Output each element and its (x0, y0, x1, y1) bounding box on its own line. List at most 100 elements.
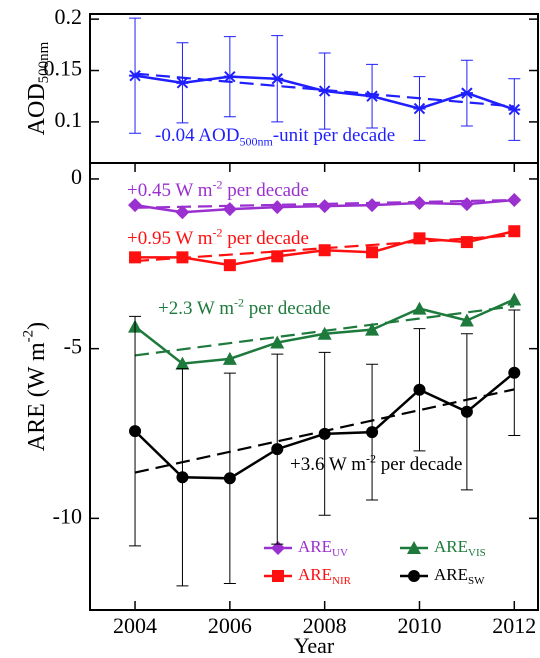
marker (175, 356, 190, 370)
marker (129, 251, 142, 264)
marker (128, 198, 143, 213)
marker (223, 259, 236, 272)
marker (318, 85, 331, 97)
annotation-part: -2 (213, 177, 223, 191)
y-axis-title-part: ARE (W m (24, 342, 50, 451)
legend-marker (271, 541, 285, 555)
marker (223, 472, 236, 485)
annotation-part: -2 (366, 451, 376, 465)
annotation-part: -2 (213, 225, 223, 239)
marker (366, 90, 379, 102)
legend-label-part: ARE (298, 537, 332, 556)
x-tick-label: 2004 (113, 613, 157, 638)
legend-label-part: NIR (332, 575, 352, 587)
marker (317, 326, 332, 340)
y-axis-title-part: -2 (21, 330, 37, 343)
marker (176, 251, 189, 264)
annotation: +3.6 W m-2 per decade (290, 451, 463, 475)
annotation-part: +0.45 W m (127, 180, 213, 201)
marker (460, 236, 473, 249)
annotation-part: per decade (244, 298, 331, 319)
annotation-part: +3.6 W m (290, 454, 366, 475)
legend-marker (272, 570, 284, 582)
legend-label: AREVIS (434, 537, 486, 559)
y-axis-title-part: AOD (24, 83, 50, 135)
marker (460, 87, 473, 99)
legend-label: AREUV (298, 537, 348, 559)
legend-label-part: ARE (434, 537, 468, 556)
marker (508, 366, 521, 379)
y-tick-label: -5 (64, 334, 82, 359)
marker (222, 202, 237, 217)
marker (176, 77, 189, 89)
marker (508, 225, 521, 238)
y-tick-label: 0.1 (55, 107, 83, 132)
x-tick-label: 2008 (303, 613, 347, 638)
annotation: +0.45 W m-2 per decade (127, 177, 309, 201)
annotation-part: -0.04 AOD (155, 125, 239, 146)
legend-marker (408, 570, 420, 582)
annotation-part: +0.95 W m (127, 228, 213, 249)
annotation-part: per decade (223, 228, 310, 249)
marker (175, 205, 190, 220)
x-axis-title: Year (294, 633, 335, 658)
marker (459, 197, 474, 212)
y-tick-label: 0.15 (44, 56, 83, 81)
y-tick-label: -10 (53, 503, 82, 528)
marker (317, 199, 332, 214)
y-axis-title: ARE (W m-2) (21, 322, 49, 451)
annotation: +0.95 W m-2 per decade (127, 225, 309, 249)
marker (223, 70, 236, 83)
legend-marker (407, 541, 421, 554)
annotation-part: per decade (376, 454, 463, 475)
annotation-part: -2 (234, 295, 244, 309)
legend-label-part: UV (332, 547, 348, 559)
marker (508, 103, 521, 116)
legend-label: ARESW (434, 565, 485, 587)
annotation-part: +2.3 W m (158, 298, 234, 319)
marker (271, 250, 284, 263)
marker (412, 196, 427, 211)
annotation: -0.04 AOD500nm-unit per decade (155, 125, 395, 148)
legend-label: ARENIR (298, 565, 352, 587)
marker (365, 322, 380, 336)
legend-label-part: ARE (434, 565, 468, 584)
marker (318, 244, 331, 257)
y-tick-label: 0.2 (55, 4, 83, 29)
marker (271, 443, 284, 456)
annotation: +2.3 W m-2 per decade (158, 295, 331, 319)
annotation-part: 500nm (239, 134, 273, 148)
marker (366, 426, 379, 439)
marker (129, 425, 142, 438)
marker (222, 351, 237, 365)
marker (507, 192, 522, 207)
x-tick-label: 2006 (208, 613, 252, 638)
annotation-part: per decade (223, 180, 310, 201)
marker (318, 427, 331, 440)
marker (366, 246, 379, 259)
marker (412, 301, 427, 315)
marker (271, 73, 284, 85)
marker (459, 313, 474, 327)
y-axis-title-part: 500nm (37, 41, 53, 83)
marker (460, 405, 473, 418)
annotation-part: -unit per decade (273, 125, 395, 146)
marker (413, 383, 426, 396)
x-tick-label: 2010 (397, 613, 441, 638)
legend-label-part: SW (468, 575, 485, 587)
marker (413, 102, 426, 115)
y-axis-title: AOD500nm (24, 41, 53, 135)
marker (129, 69, 142, 82)
marker (176, 471, 189, 484)
y-tick-label: 0 (71, 164, 82, 189)
plot-frame (89, 162, 539, 611)
legend-label-part: ARE (298, 565, 332, 584)
marker (413, 232, 426, 245)
y-axis-title-part: ) (24, 322, 50, 330)
marker (270, 200, 285, 215)
marker (365, 198, 380, 213)
x-tick-label: 2012 (492, 613, 536, 638)
marker (507, 292, 522, 306)
